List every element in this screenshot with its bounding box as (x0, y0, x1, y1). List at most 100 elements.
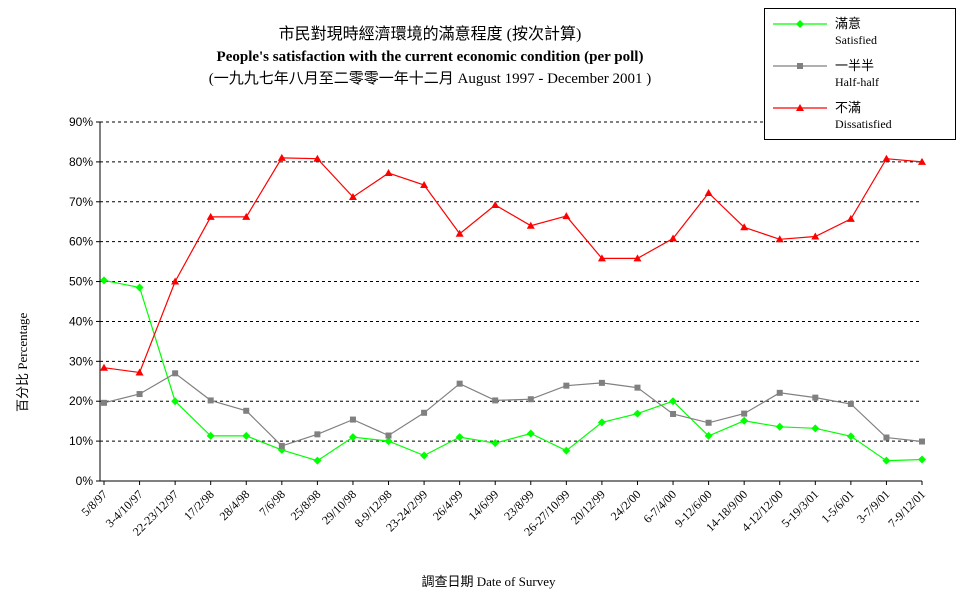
data-point-half-half (136, 391, 143, 398)
data-point-half-half (634, 384, 641, 391)
data-point-half-half (349, 416, 356, 423)
y-tick-label: 50% (69, 275, 93, 289)
x-tick-label: 26/4/99 (430, 487, 466, 523)
legend-label-en: Satisfied (835, 33, 877, 47)
data-point-half-half (776, 389, 783, 396)
data-point-dissatisfied (100, 363, 108, 371)
data-point-half-half (207, 397, 214, 404)
y-tick-label: 80% (69, 155, 93, 169)
legend-item-satisfied: 滿意 Satisfied (771, 13, 951, 53)
data-point-half-half (812, 394, 819, 401)
legend-label-en: Half-half (835, 75, 879, 89)
data-point-half-half (243, 407, 250, 414)
data-point-dissatisfied (704, 189, 713, 197)
y-tick-label: 60% (69, 235, 93, 249)
legend-label-en: Dissatisfied (835, 117, 892, 131)
data-point-dissatisfied (171, 277, 180, 285)
data-point-satisfied (882, 456, 891, 465)
data-point-dissatisfied (740, 223, 749, 231)
data-point-dissatisfied (775, 235, 784, 243)
x-tick-label: 28/4/98 (217, 487, 253, 523)
data-point-satisfied (669, 397, 678, 406)
series-line-half-half (103, 372, 923, 447)
legend-marker-half-half (773, 63, 827, 69)
chart-title: 市民對現時經濟環境的滿意程度 (按次計算) People's satisfact… (100, 24, 760, 90)
data-point-half-half (705, 419, 712, 426)
data-point-satisfied (384, 437, 393, 446)
x-tick-label: 7-9/12/01 (885, 487, 928, 530)
data-point-dissatisfied (918, 157, 926, 165)
data-point-satisfied (633, 409, 642, 418)
data-point-dissatisfied (455, 229, 464, 237)
data-point-satisfied (313, 456, 322, 465)
data-point-half-half (385, 432, 392, 439)
data-point-half-half (883, 434, 890, 441)
y-tick-label: 40% (69, 314, 93, 328)
data-point-dissatisfied (348, 192, 357, 200)
data-point-dissatisfied (491, 200, 500, 208)
data-point-satisfied (526, 429, 535, 438)
data-point-satisfied (242, 431, 251, 440)
data-point-half-half (527, 396, 534, 403)
data-point-half-half (314, 431, 321, 438)
data-point-satisfied (491, 439, 500, 448)
x-tick-label: 5-19/3/01 (779, 487, 822, 530)
data-point-half-half (278, 442, 285, 449)
data-point-satisfied (455, 433, 464, 442)
y-tick-label: 20% (69, 394, 93, 408)
title-date-range: (一九九七年八月至二零零一年十二月 August 1997 - December… (208, 71, 652, 87)
data-point-dissatisfied (384, 169, 393, 177)
data-point-dissatisfied (277, 153, 286, 161)
data-point-satisfied (811, 424, 820, 433)
data-point-satisfied (704, 431, 713, 440)
series-line-dissatisfied (103, 157, 923, 374)
data-point-satisfied (100, 276, 108, 285)
data-point-satisfied (740, 416, 749, 425)
data-point-satisfied (206, 431, 215, 440)
data-point-dissatisfied (597, 254, 606, 262)
data-point-dissatisfied (633, 254, 642, 262)
data-point-dissatisfied (669, 234, 678, 242)
data-point-dissatisfied (811, 232, 820, 240)
x-tick-label: 20/12/99 (568, 487, 608, 527)
legend-label-zh: 一半半 (835, 58, 875, 73)
data-point-half-half (456, 380, 463, 387)
data-point-half-half (101, 399, 107, 406)
data-point-satisfied (846, 432, 855, 441)
data-point-dissatisfied (206, 212, 215, 220)
legend-marker-dissatisfied (773, 104, 827, 111)
data-point-satisfied (171, 397, 180, 406)
data-point-satisfied (420, 451, 429, 460)
title-chinese: 市民對現時經濟環境的滿意程度 (按次計算) (278, 26, 582, 43)
data-point-satisfied (918, 455, 926, 464)
data-point-half-half (741, 410, 748, 417)
x-tick-label: 24/2/00 (608, 487, 644, 523)
series-line-satisfied (103, 279, 923, 462)
legend-label-zh: 不滿 (835, 100, 862, 115)
data-point-dissatisfied (882, 154, 891, 162)
data-point-dissatisfied (242, 212, 251, 220)
data-point-satisfied (135, 283, 144, 292)
x-tick-label: 17/2/98 (181, 487, 217, 523)
y-tick-label: 90% (69, 115, 93, 129)
y-tick-label: 0% (76, 474, 94, 488)
data-point-half-half (172, 370, 179, 377)
x-tick-label: 5/8/97 (79, 487, 111, 519)
data-point-dissatisfied (313, 154, 322, 162)
data-point-satisfied (562, 446, 571, 455)
x-tick-label: 1-5/6/01 (818, 487, 857, 526)
data-point-satisfied (348, 433, 357, 442)
data-point-half-half (563, 382, 570, 389)
y-tick-label: 70% (69, 195, 93, 209)
legend-item-half-half: 一半半 Half-half (771, 55, 951, 95)
chart-legend: 滿意 Satisfied 一半半 Half-half 不滿 Dissatisfi… (764, 8, 956, 140)
data-point-dissatisfied (420, 181, 429, 189)
data-point-dissatisfied (562, 212, 571, 220)
x-axis-label: 調查日期 Date of Survey (421, 574, 556, 589)
data-point-half-half (492, 397, 499, 404)
y-axis-label: 百分比 Percentage (15, 312, 30, 412)
data-point-half-half (847, 401, 854, 408)
legend-label-zh: 滿意 (835, 16, 862, 31)
data-point-dissatisfied (526, 221, 535, 229)
